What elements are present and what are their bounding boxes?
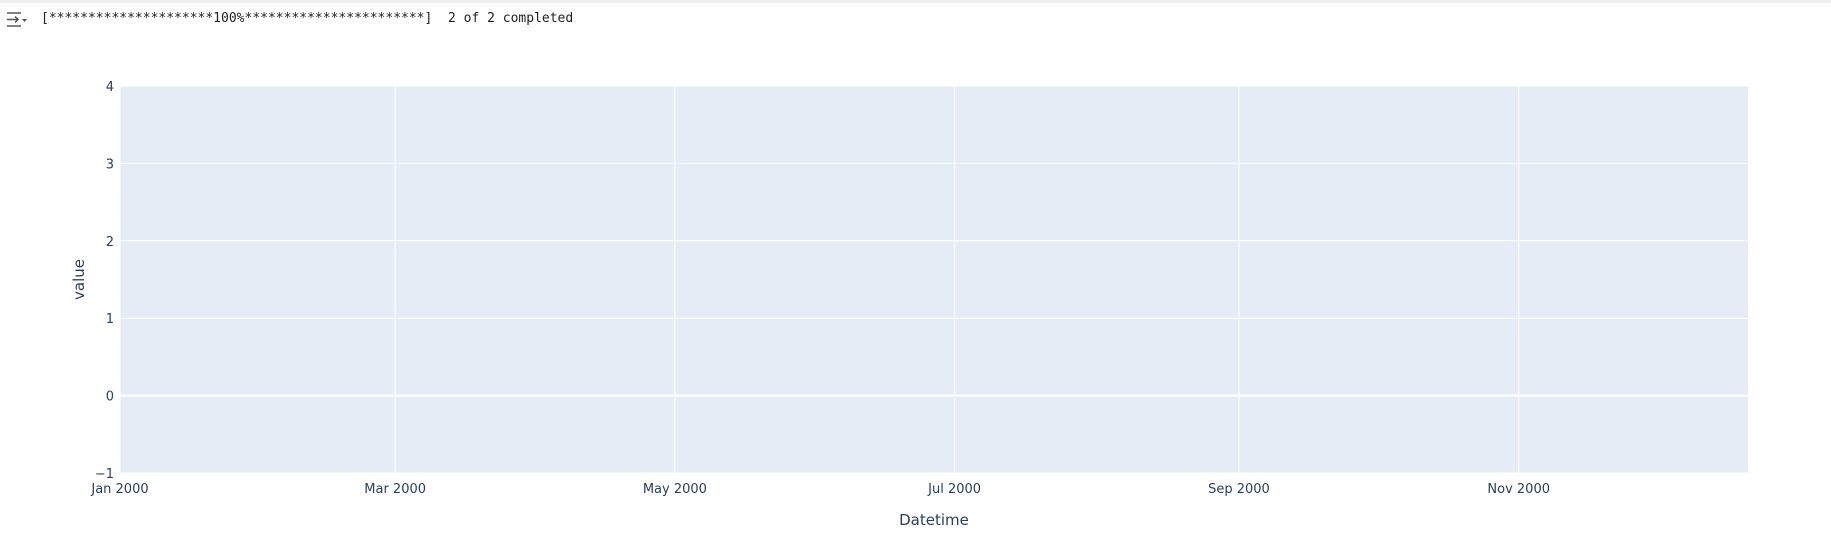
x-tick-label: Sep 2000 (1208, 482, 1270, 497)
y-tick-label: 0 (106, 390, 114, 405)
plot-area (120, 86, 1748, 473)
y-tick-label: 4 (106, 80, 114, 95)
y-axis-title: value (70, 259, 88, 300)
progress-output: [*********************100%**************… (41, 11, 574, 26)
chart: Jan 2000 Mar 2000 May 2000 Jul 2000 Sep 2000… (70, 80, 1748, 529)
x-tick-label: Jul 2000 (927, 482, 981, 497)
x-tick-label: Jan 2000 (90, 482, 148, 497)
x-axis-title: Datetime (899, 511, 969, 529)
output-menu-icon[interactable] (6, 11, 28, 29)
y-tick-label: 2 (106, 235, 114, 250)
x-tick-label: Nov 2000 (1487, 482, 1550, 497)
x-tick-label: May 2000 (643, 482, 707, 497)
y-tick-label: −1 (95, 467, 114, 482)
x-tick-label: Mar 2000 (364, 482, 426, 497)
y-tick-label: 1 (106, 312, 114, 327)
top-border (0, 0, 1831, 3)
y-tick-label: 3 (106, 157, 114, 172)
